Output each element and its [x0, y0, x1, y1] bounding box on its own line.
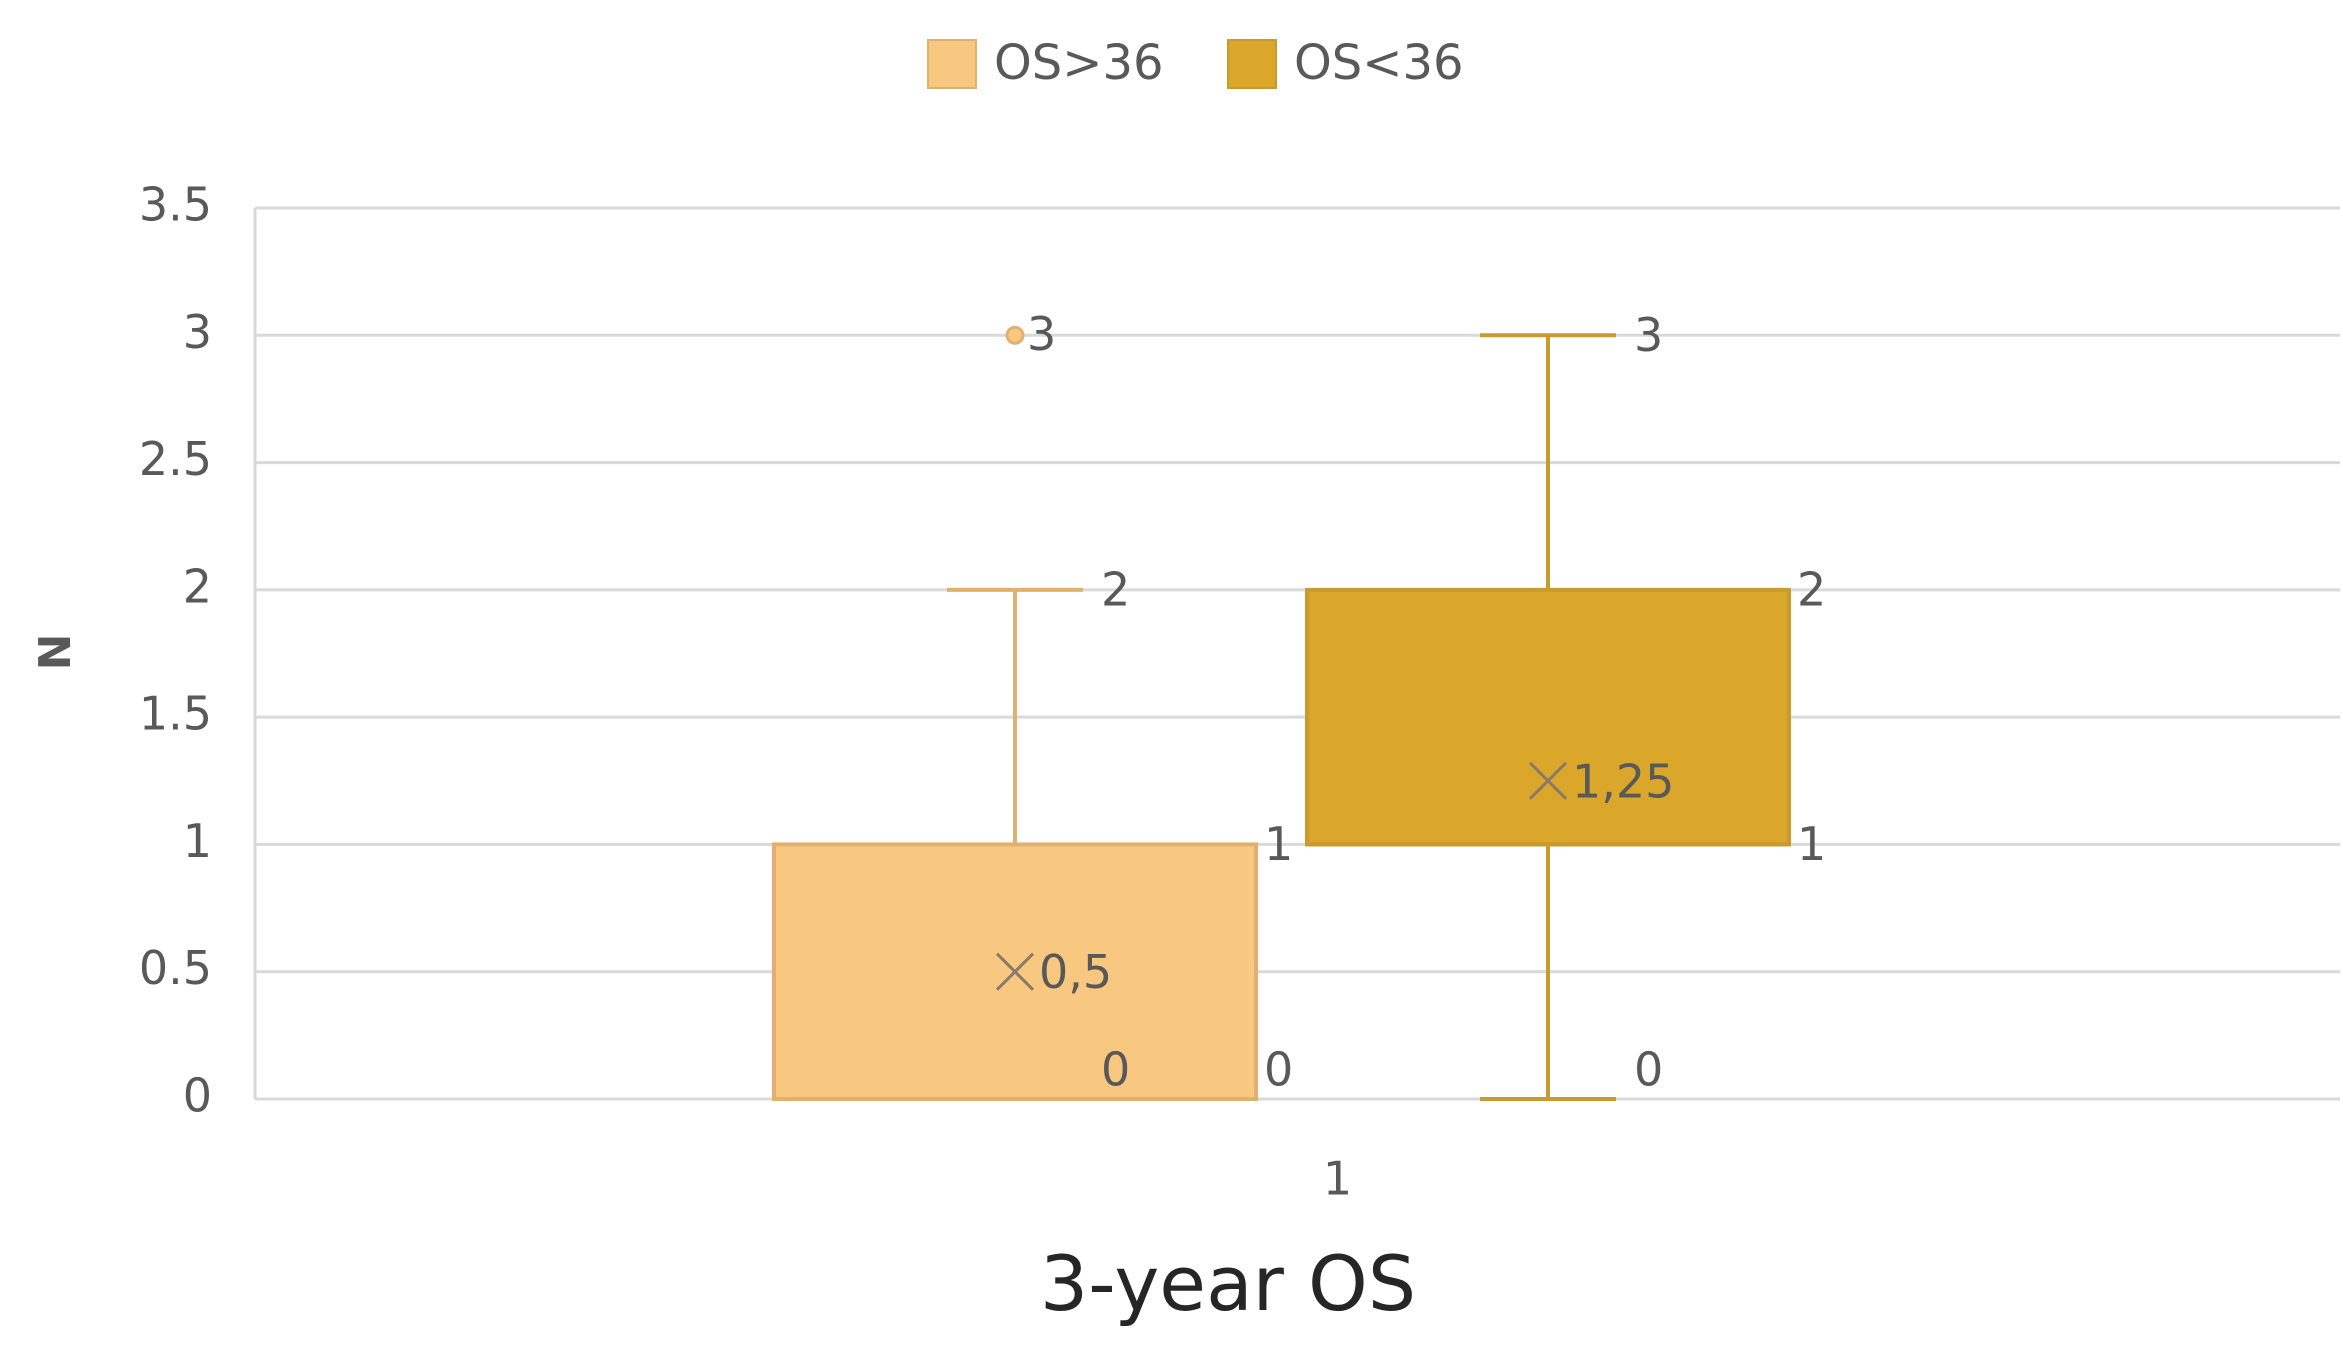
legend-swatch [1227, 39, 1277, 89]
value-label: 0 [1634, 1043, 1663, 1097]
mean-marker [995, 952, 1035, 991]
outlier-label: 3 [1027, 307, 1056, 361]
y-tick-label: 3.5 [139, 178, 212, 232]
value-label: 3 [1634, 308, 1663, 362]
x-axis-title: 3-year OS [1040, 1239, 1416, 1328]
box [1305, 587, 1791, 847]
mean-label: 1,25 [1572, 754, 1674, 808]
value-label: 1 [1797, 817, 1826, 871]
y-tick-label: 2.5 [139, 432, 212, 486]
y-axis-title: N [30, 634, 81, 671]
y-tick-label: 0 [183, 1069, 212, 1123]
x-tick-label: 1 [1323, 1152, 1352, 1206]
legend-swatch [927, 39, 977, 89]
legend-label: OS>36 [994, 35, 1164, 91]
mean-label: 0,5 [1039, 945, 1112, 999]
mean-marker [1528, 761, 1568, 800]
value-label: 2 [1101, 562, 1130, 616]
y-tick-label: 1 [183, 814, 212, 868]
y-tick-label: 0.5 [139, 941, 212, 995]
legend-label: OS<36 [1294, 35, 1464, 91]
value-label: 0 [1264, 1043, 1293, 1097]
y-tick-label: 3 [183, 305, 212, 359]
value-label: 0 [1101, 1043, 1130, 1097]
outlier [1005, 325, 1025, 345]
y-tick-label: 2 [183, 559, 212, 613]
value-label: 1 [1264, 817, 1293, 871]
value-label: 2 [1797, 562, 1826, 616]
y-tick-label: 1.5 [139, 687, 212, 741]
